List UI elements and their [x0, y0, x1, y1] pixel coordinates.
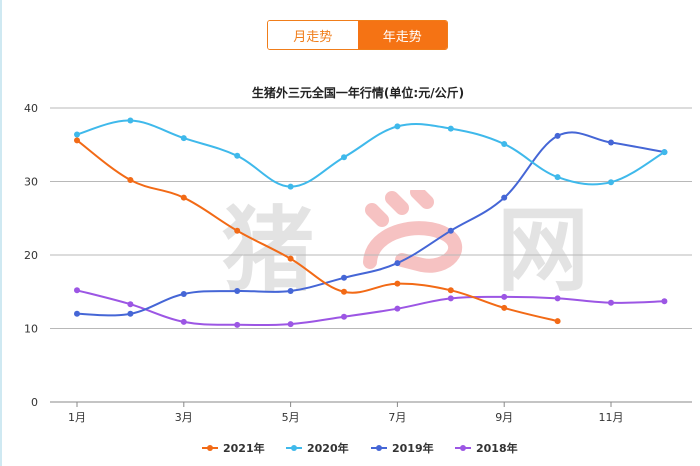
data-point[interactable]: [501, 293, 508, 300]
chart-title: 生猪外三元全国一年行情(单位:元/公斤): [252, 85, 464, 100]
data-point[interactable]: [74, 310, 80, 317]
axis-layer: 0 10 20 30 40 1月 3月 5月 7月 9月 11月: [24, 102, 624, 424]
data-point[interactable]: [554, 132, 561, 139]
data-point[interactable]: [74, 287, 80, 294]
left-border: [0, 0, 2, 466]
x-tick-label: 3月: [175, 411, 193, 424]
data-point[interactable]: [287, 255, 294, 262]
legend-item[interactable]: 2019年: [371, 441, 434, 455]
grid-layer: [50, 107, 692, 403]
data-point[interactable]: [608, 179, 614, 186]
y-tick-label: 20: [24, 249, 38, 262]
data-point[interactable]: [341, 288, 347, 295]
legend-swatch-dot: [207, 445, 213, 451]
series-2020年: [74, 117, 668, 190]
data-point[interactable]: [661, 298, 668, 305]
data-point[interactable]: [341, 274, 347, 281]
series-line: [76, 289, 665, 327]
svg-text:猪: 猪: [222, 197, 314, 300]
legend-item[interactable]: 2021年: [202, 441, 265, 455]
data-point[interactable]: [180, 290, 187, 297]
legend-label: 2019年: [392, 441, 434, 455]
data-point[interactable]: [447, 295, 454, 302]
legend-layer: 2021年 2020年 2019年 2018年: [202, 441, 518, 455]
tab-year-trend[interactable]: 年走势: [357, 21, 447, 49]
data-point[interactable]: [234, 152, 241, 159]
data-point[interactable]: [501, 141, 508, 148]
data-point[interactable]: [127, 301, 134, 308]
data-point[interactable]: [234, 321, 241, 328]
legend-label: 2018年: [476, 441, 518, 455]
trend-toggle: 月走势 年走势: [267, 20, 448, 50]
series-line: [76, 119, 665, 188]
x-tick-label: 9月: [495, 411, 513, 424]
data-point[interactable]: [394, 123, 401, 130]
data-point[interactable]: [341, 313, 347, 320]
svg-text:网: 网: [497, 197, 589, 300]
legend-swatch-dot: [460, 445, 466, 451]
data-point[interactable]: [127, 117, 134, 124]
x-tick-label: 11月: [599, 411, 624, 424]
data-point[interactable]: [447, 227, 454, 234]
data-point[interactable]: [554, 174, 561, 181]
tab-month-trend[interactable]: 月走势: [268, 21, 358, 49]
legend-swatch-dot: [376, 445, 382, 451]
series-2018年: [74, 287, 668, 328]
data-point[interactable]: [287, 183, 294, 190]
data-point[interactable]: [447, 287, 454, 294]
data-point[interactable]: [127, 177, 134, 184]
data-point[interactable]: [127, 310, 134, 317]
data-point[interactable]: [394, 305, 401, 312]
y-tick-label: 10: [24, 323, 38, 336]
x-tick-label: 5月: [282, 411, 300, 424]
series-layer: [74, 117, 668, 328]
data-point[interactable]: [501, 194, 508, 201]
data-point[interactable]: [394, 280, 401, 287]
series-line: [76, 139, 558, 323]
series-line: [76, 131, 665, 317]
data-point[interactable]: [287, 321, 294, 328]
data-point[interactable]: [608, 139, 614, 146]
data-point[interactable]: [554, 295, 561, 302]
data-point[interactable]: [74, 131, 80, 138]
data-point[interactable]: [661, 149, 668, 156]
data-point[interactable]: [234, 227, 241, 234]
watermark-logo: 猪 网 猪网: [222, 190, 589, 300]
data-point[interactable]: [287, 288, 294, 295]
legend-item[interactable]: 2018年: [455, 441, 518, 455]
data-point[interactable]: [447, 125, 454, 132]
data-point[interactable]: [234, 288, 241, 295]
legend-item[interactable]: 2020年: [286, 441, 349, 455]
data-point[interactable]: [180, 318, 187, 325]
x-tick-label: 1月: [68, 411, 86, 424]
data-point[interactable]: [180, 194, 187, 201]
data-point[interactable]: [554, 318, 561, 325]
data-point[interactable]: [74, 137, 80, 144]
x-tick-label: 7月: [388, 411, 406, 424]
legend-label: 2021年: [223, 441, 265, 455]
data-point[interactable]: [608, 299, 614, 306]
series-2021年: [74, 137, 561, 325]
data-point[interactable]: [501, 304, 508, 311]
data-point[interactable]: [394, 260, 401, 267]
data-point[interactable]: [180, 135, 187, 142]
series-2019年: [74, 131, 668, 317]
data-point[interactable]: [341, 154, 347, 161]
y-tick-label: 40: [24, 102, 38, 115]
legend-label: 2020年: [307, 441, 349, 455]
legend-swatch-dot: [291, 445, 297, 451]
y-tick-label: 30: [24, 176, 38, 189]
y-tick-label: 0: [31, 396, 38, 409]
